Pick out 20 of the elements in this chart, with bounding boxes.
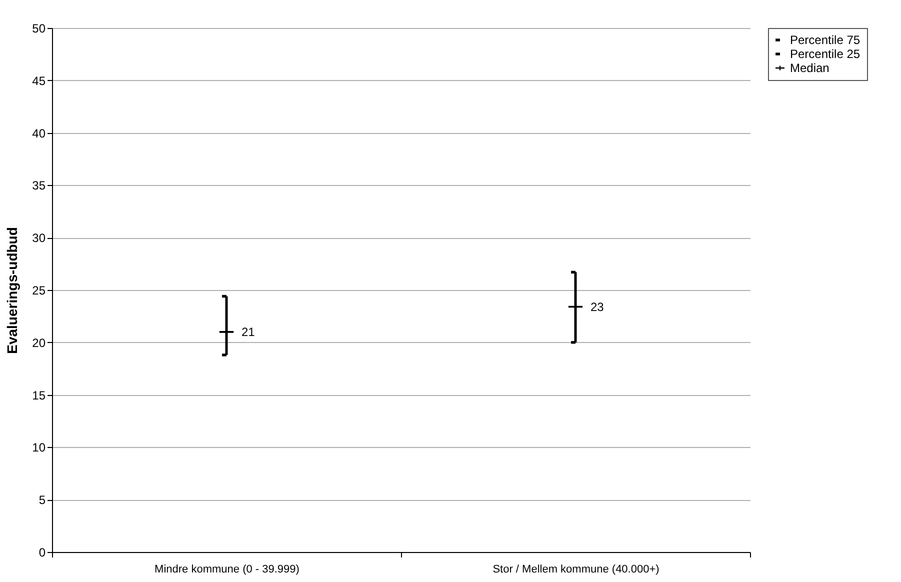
legend-label: Percentile 25 [790, 47, 860, 61]
point [222, 354, 226, 356]
y-tick-label: 45 [32, 74, 46, 88]
x-tick-label: Stor / Mellem kommune (40.000+) [492, 564, 660, 576]
data-label: 21 [242, 324, 256, 339]
y-tick-label: 30 [32, 231, 46, 246]
legend-label: Percentile 75 [790, 33, 860, 47]
y-tick-label: 10 [32, 440, 46, 455]
legend-label: Median [790, 61, 830, 75]
y-tick-label: 0 [38, 546, 46, 560]
y-tick-label: 50 [32, 22, 46, 36]
y-tick-label: 40 [32, 126, 46, 140]
y-tick-label: 35 [32, 178, 46, 193]
y-tick-label: 20 [32, 336, 46, 350]
y-axis-title: Evaluerings-udbud [4, 227, 20, 354]
y-tick-label: 25 [32, 284, 46, 298]
x-tick-label: Mindre kommune (0 - 39.999) [154, 564, 300, 576]
y-tick-label: 5 [38, 493, 46, 508]
data-label: 23 [590, 300, 604, 314]
y-tick-label: 15 [32, 388, 46, 402]
